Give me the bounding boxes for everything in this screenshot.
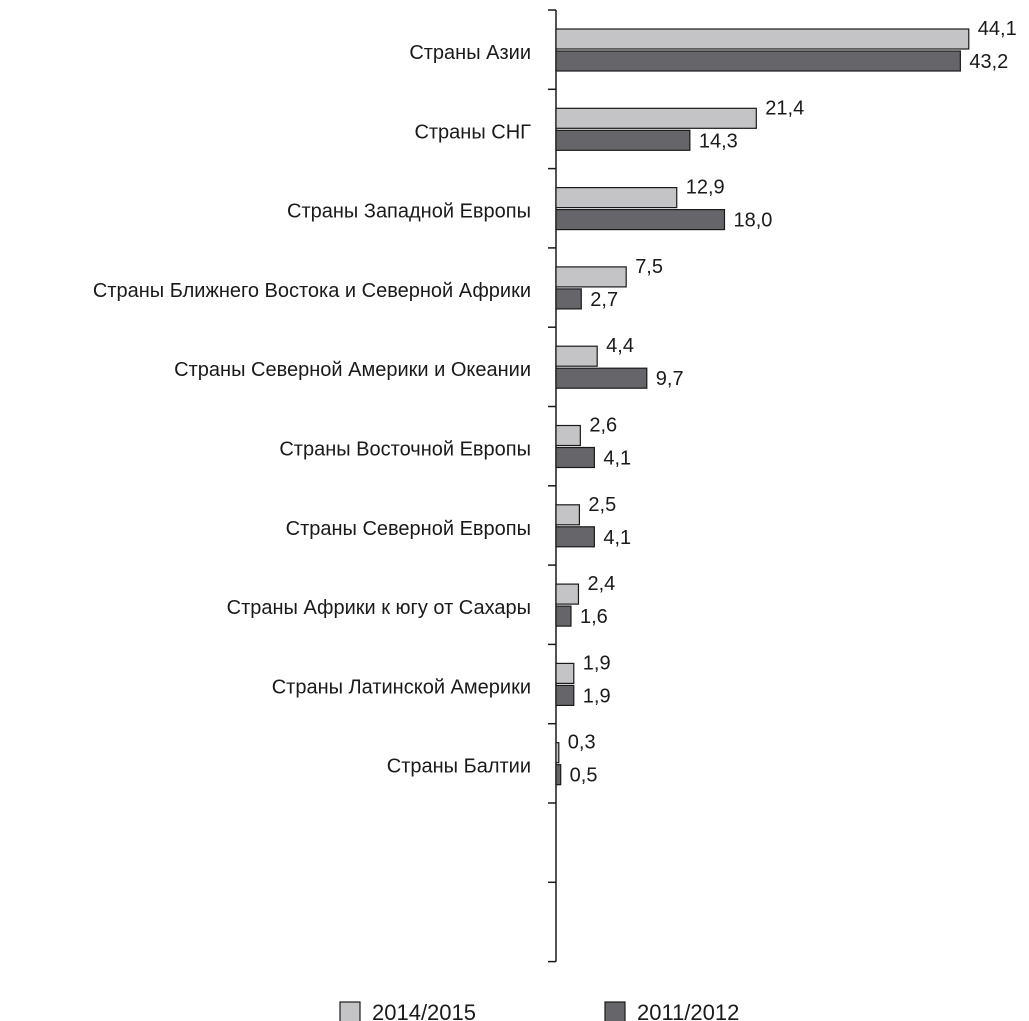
data-label: 2,4 [587, 573, 615, 595]
category-label: Страны Северной Европы [286, 518, 531, 540]
bar-2014-2015 [555, 424, 581, 447]
bar-2011-2012 [555, 526, 595, 548]
data-label: 1,9 [583, 685, 611, 707]
category-label: Страны Северной Америки и Океании [174, 359, 531, 381]
bar-2014-2015 [555, 266, 627, 288]
bar-2011-2012 [555, 209, 726, 231]
data-label: 4,1 [603, 448, 631, 470]
labels: Страны Азии 44,1 43,2 Страны СНГ 21,4 14,3 Стр… [93, 18, 1017, 787]
bar-2011-2012 [555, 50, 961, 72]
category-label: Страны Азии [409, 42, 531, 64]
bar-2011-2012 [555, 446, 595, 469]
data-label: 0,5 [570, 765, 598, 787]
data-label: 4,1 [603, 527, 631, 549]
bar-2014-2015 [555, 187, 678, 209]
data-label: 1,9 [583, 652, 611, 674]
legend-swatch [604, 1001, 626, 1021]
data-label: 21,4 [765, 97, 804, 119]
data-label: 1,6 [580, 606, 608, 628]
category-label: Страны Балтии [387, 756, 531, 778]
bar-2014-2015 [555, 583, 580, 605]
legend-label: 2014/2015 [372, 1000, 476, 1021]
bar-2011-2012 [555, 764, 562, 786]
data-label: 18,0 [733, 210, 772, 232]
bar-2014-2015 [555, 662, 575, 685]
bar-2011-2012 [555, 605, 572, 627]
category-label: Страны СНГ [414, 121, 531, 143]
data-label: 44,1 [978, 18, 1017, 40]
data-label: 4,4 [606, 335, 634, 357]
bar-2011-2012 [555, 367, 648, 389]
data-label: 0,3 [568, 732, 596, 754]
category-label: Страны Восточной Европы [279, 439, 531, 461]
category-label: Страны Африки к югу от Сахары [227, 597, 531, 619]
bar-2011-2012 [555, 129, 691, 151]
bar-2014-2015 [555, 504, 580, 526]
bar-2014-2015 [555, 107, 757, 129]
bar-2014-2015 [555, 345, 598, 367]
data-label: 9,7 [656, 368, 684, 390]
bar-2011-2012 [555, 288, 582, 310]
category-label: Страны Западной Европы [287, 201, 531, 223]
data-label: 12,9 [686, 177, 725, 199]
category-label: Страны Ближнего Востока и Северной Африк… [93, 280, 531, 302]
bars [555, 28, 970, 786]
legend: 2014/2015 2011/2012 [339, 1000, 739, 1021]
data-label: 7,5 [635, 256, 663, 278]
bar-2011-2012 [555, 684, 575, 707]
data-label: 2,5 [588, 494, 616, 516]
data-label: 2,6 [589, 415, 617, 437]
data-label: 2,7 [590, 289, 618, 311]
data-label: 43,2 [969, 51, 1008, 73]
category-label: Страны Латинской Америки [272, 676, 531, 698]
data-label: 14,3 [699, 130, 738, 152]
bar-2014-2015 [555, 742, 560, 764]
bar-2014-2015 [555, 28, 970, 50]
legend-label: 2011/2012 [637, 1000, 739, 1021]
legend-swatch [339, 1001, 361, 1021]
category-axis [548, 9, 557, 963]
